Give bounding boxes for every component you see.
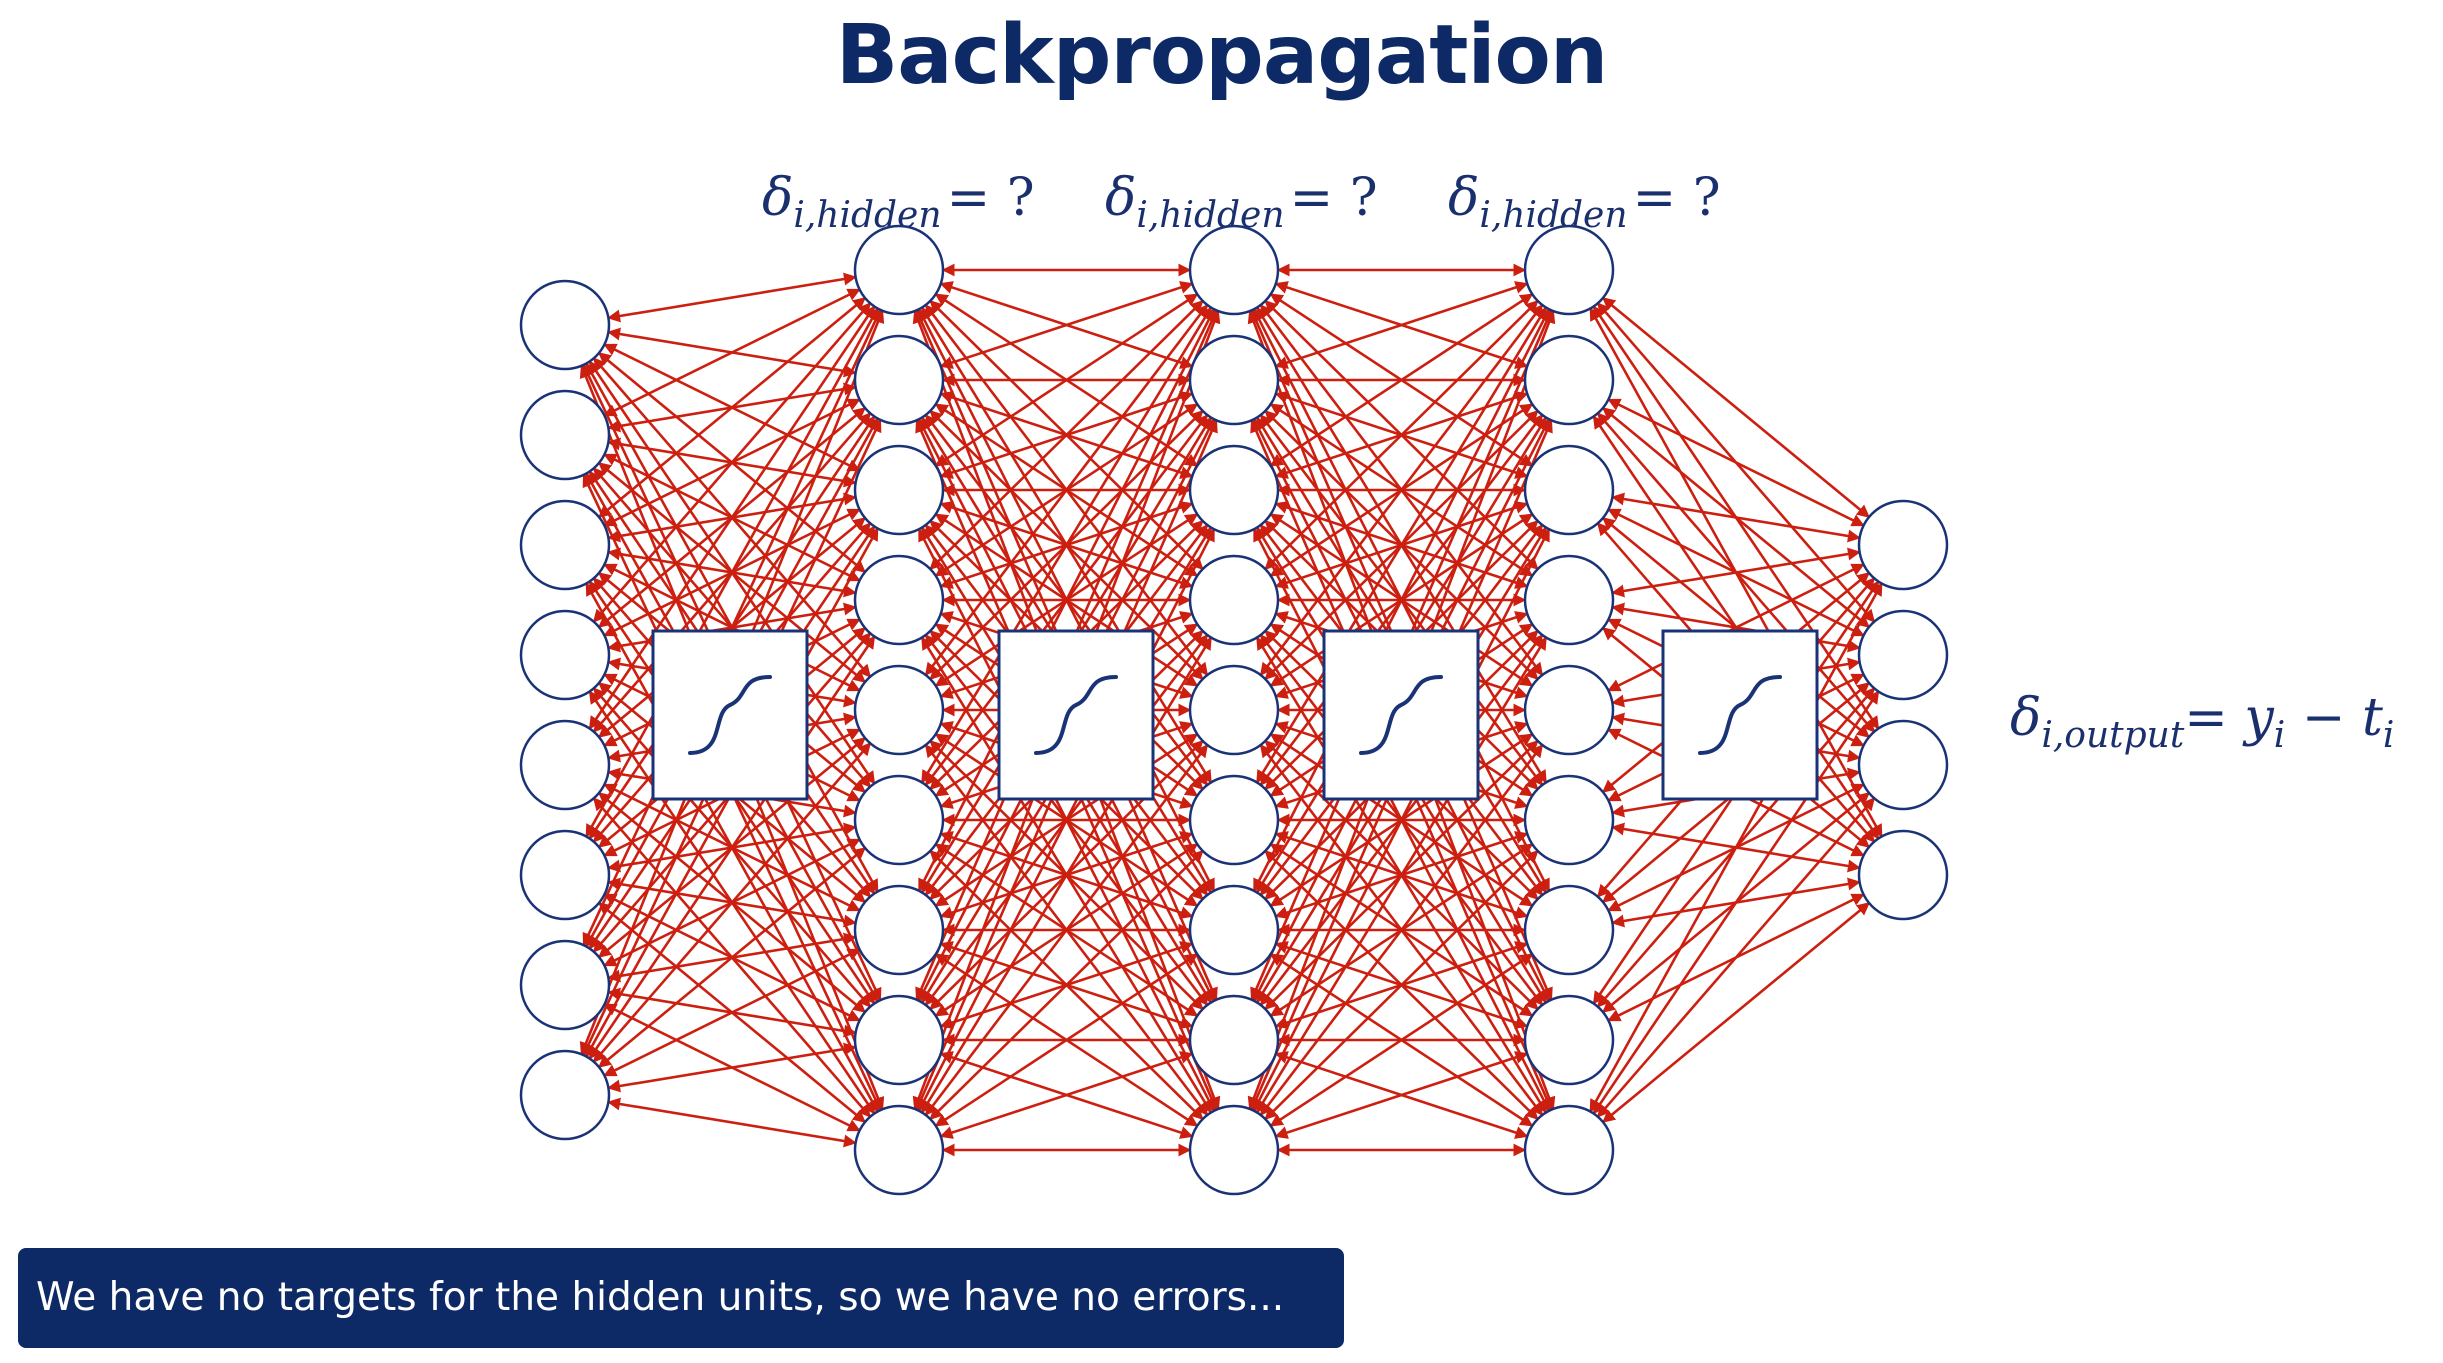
delta-rhs: = ?: [1289, 168, 1378, 228]
neuron-node: [519, 279, 611, 371]
hidden-delta-equation-3: δi,hidden = ?: [1448, 172, 1721, 234]
neuron-node: [519, 389, 611, 481]
neuron-node: [1523, 224, 1615, 316]
delta-symbol: δ: [762, 168, 794, 228]
equals-sign: =: [2184, 688, 2245, 748]
hidden-delta-equation-2: δi,hidden = ?: [1105, 172, 1378, 234]
weight-connection: [1601, 296, 1871, 519]
neuron-node: [1188, 664, 1280, 756]
neuron-node: [853, 444, 945, 536]
weight-connection: [1607, 398, 1865, 527]
delta-subscript: i,hidden: [1479, 195, 1628, 236]
neuron-node: [1857, 829, 1949, 921]
neuron-node: [1188, 994, 1280, 1086]
delta-rhs: = ?: [946, 168, 1035, 228]
weight-connection: [603, 288, 861, 417]
weight-connection: [597, 846, 867, 1069]
sigmoid-curve-icon: [1698, 675, 1782, 755]
neuron-node: [519, 939, 611, 1031]
delta-rhs: = ?: [1632, 168, 1721, 228]
neuron-node: [519, 499, 611, 591]
weight-connection: [603, 948, 861, 1077]
neuron-node: [1188, 1104, 1280, 1196]
activation-box: [1322, 629, 1480, 801]
neurons: [519, 224, 1949, 1196]
output-delta-equation: δi,output= yi − ti: [2010, 692, 2394, 754]
delta-symbol: δ: [2010, 688, 2042, 748]
neuron-node: [1523, 664, 1615, 756]
neuron-node: [519, 1049, 611, 1141]
delta-symbol: δ: [1448, 168, 1480, 228]
neuron-node: [1857, 609, 1949, 701]
activation-box: [997, 629, 1155, 801]
activation-box-frame: [1661, 629, 1819, 801]
delta-subscript: i,hidden: [1136, 195, 1285, 236]
output-y-subscript: i: [2273, 715, 2286, 756]
weight-connection: [1611, 547, 1861, 598]
weight-connection: [607, 1097, 857, 1148]
weight-connection: [597, 296, 867, 519]
sigmoid-curve-icon: [1034, 675, 1118, 755]
neuron-node: [1523, 554, 1615, 646]
activation-box-frame: [1322, 629, 1480, 801]
activation-functions: [651, 629, 1819, 801]
caption-text: We have no targets for the hidden units,…: [36, 1275, 1285, 1320]
activation-box-frame: [651, 629, 809, 801]
neuron-node: [1523, 334, 1615, 426]
weight-connection: [607, 272, 857, 323]
neuron-node: [1188, 444, 1280, 536]
weight-connection: [607, 1042, 857, 1093]
weight-connection: [1601, 901, 1871, 1124]
neuron-node: [1188, 884, 1280, 976]
neuron-node: [1188, 224, 1280, 316]
sigmoid-curve-icon: [1359, 675, 1443, 755]
neuron-node: [519, 829, 611, 921]
weight-connection: [1274, 1051, 1529, 1139]
page-title: Backpropagation: [835, 8, 1609, 103]
neuron-node: [519, 609, 611, 701]
neuron-node: [853, 664, 945, 756]
delta-symbol: δ: [1105, 168, 1137, 228]
delta-subscript: i,output: [2041, 715, 2185, 756]
activation-box: [1661, 629, 1819, 801]
neuron-node: [853, 994, 945, 1086]
target-t: t: [2361, 688, 2383, 748]
output-y: y: [2244, 688, 2274, 748]
neuron-node: [853, 774, 945, 866]
neuron-node: [1523, 444, 1615, 536]
weight-connection: [1611, 492, 1861, 543]
neuron-node: [1188, 334, 1280, 426]
neuron-node: [1188, 554, 1280, 646]
neuron-node: [1523, 1104, 1615, 1196]
minus-sign: −: [2285, 688, 2362, 748]
neuron-node: [853, 1104, 945, 1196]
neuron-node: [519, 719, 611, 811]
neuron-node: [1188, 774, 1280, 866]
neuron-node: [1857, 499, 1949, 591]
neuron-node: [853, 224, 945, 316]
weight-connections: [579, 263, 1883, 1157]
weight-connection: [939, 1051, 1194, 1139]
delta-subscript: i,hidden: [793, 195, 942, 236]
activation-box-frame: [997, 629, 1155, 801]
neuron-node: [853, 884, 945, 976]
caption-banner: We have no targets for the hidden units,…: [18, 1248, 1344, 1348]
activation-box: [651, 629, 809, 801]
neuron-node: [853, 334, 945, 426]
neuron-node: [1857, 719, 1949, 811]
target-t-subscript: i: [2382, 715, 2395, 756]
neuron-node: [1523, 884, 1615, 976]
neuron-node: [1523, 994, 1615, 1086]
sigmoid-curve-icon: [688, 675, 772, 755]
neuron-node: [853, 554, 945, 646]
neuron-node: [1523, 774, 1615, 866]
hidden-delta-equation-1: δi,hidden = ?: [762, 172, 1035, 234]
